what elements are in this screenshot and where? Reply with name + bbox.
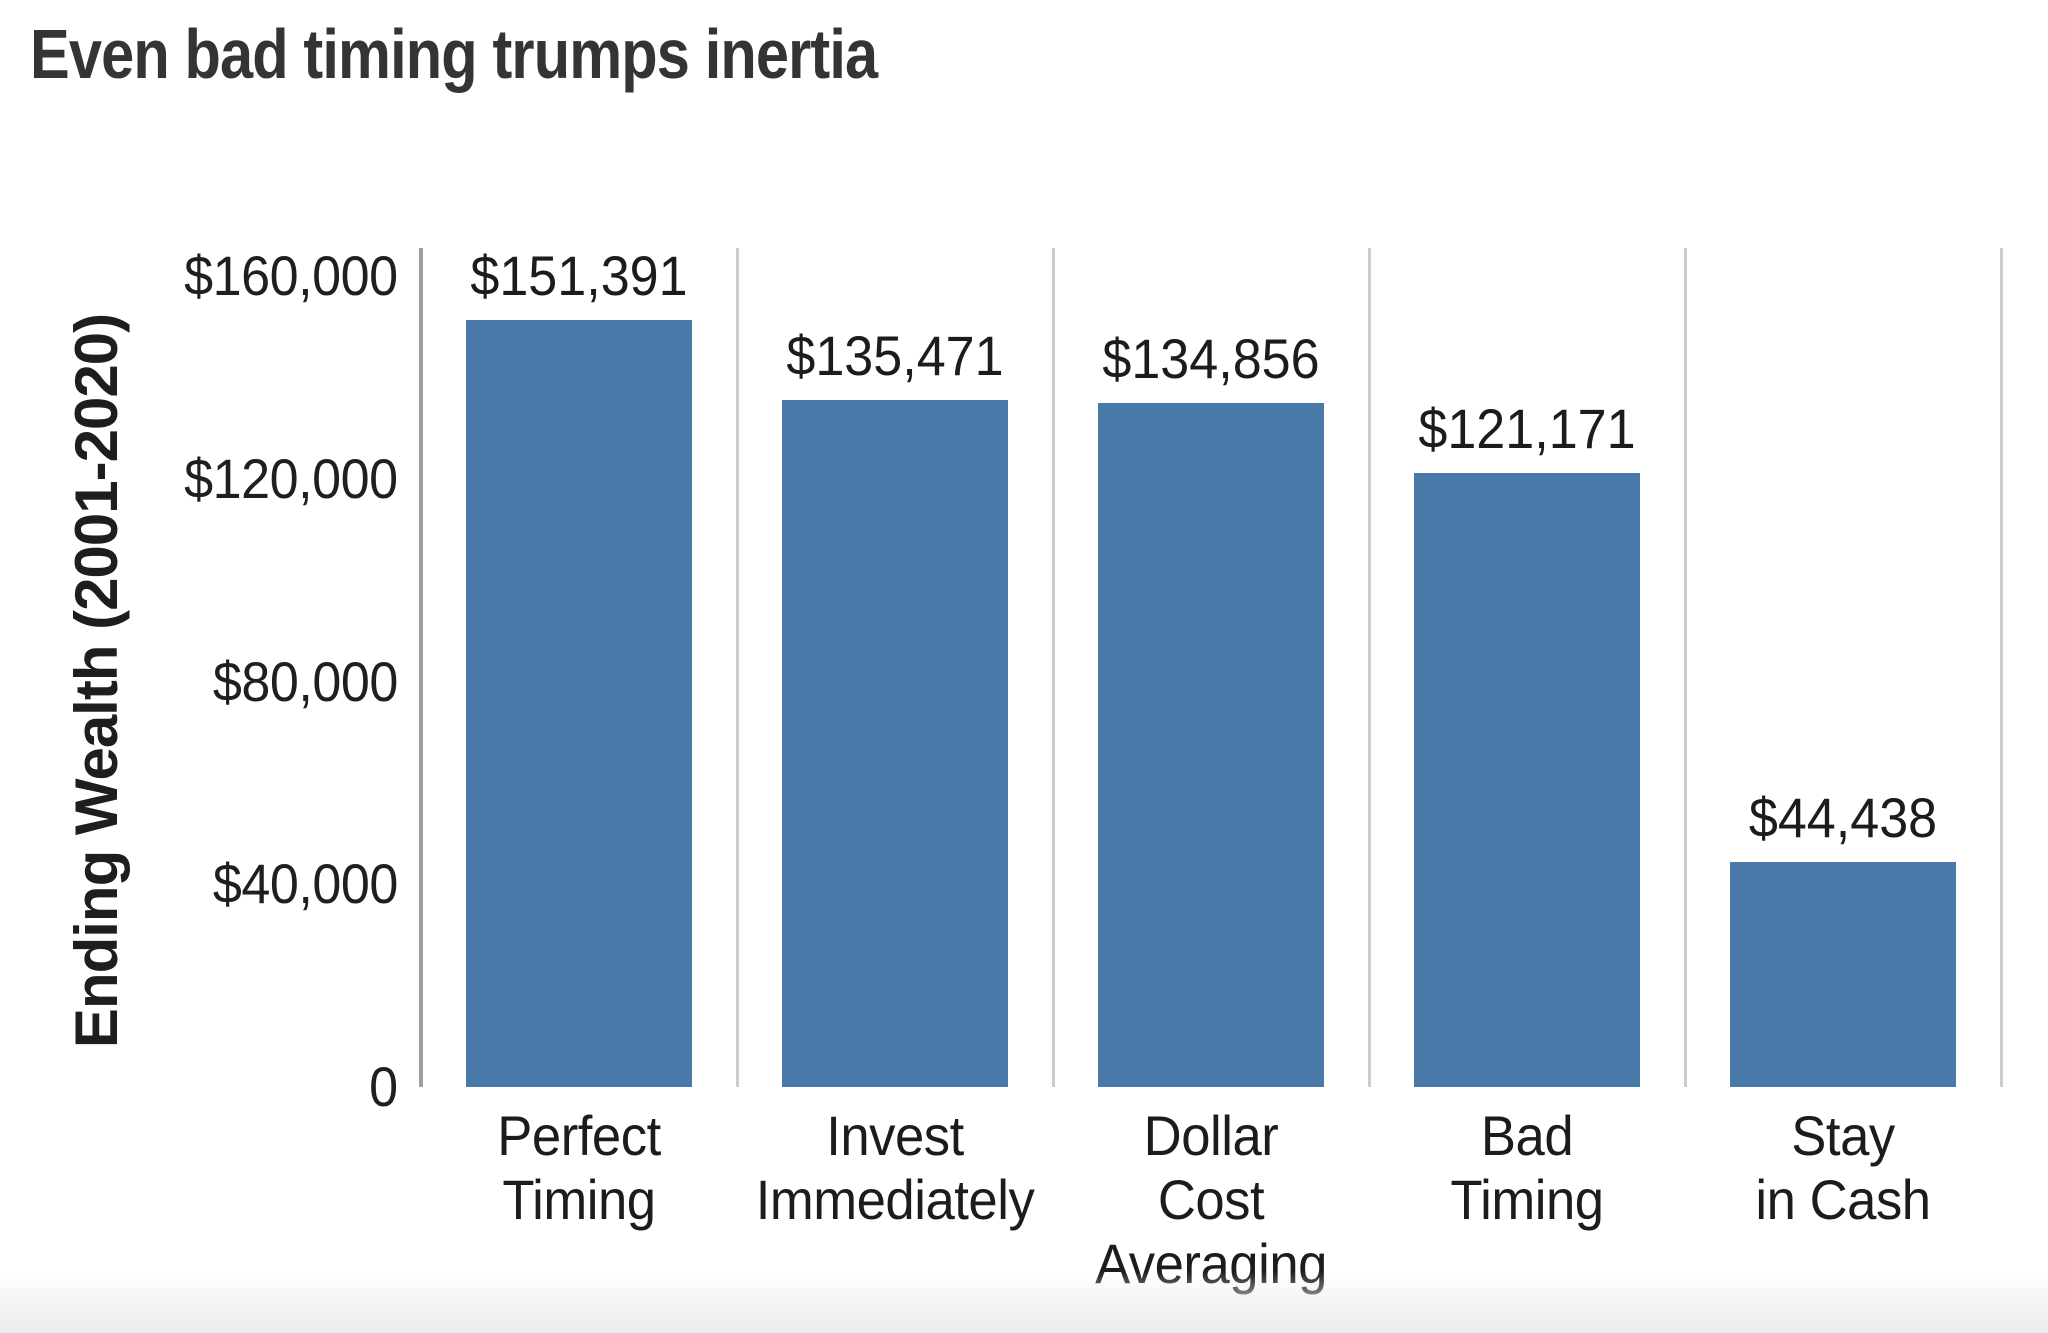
bar-invest-immediately xyxy=(782,400,1008,1087)
category-label-bad-timing: Bad Timing xyxy=(1450,1104,1604,1231)
bar-value-label-stay-in-cash: $44,438 xyxy=(1748,785,1938,849)
y-tick-label: 0 xyxy=(369,1055,398,1118)
bar-perfect-timing xyxy=(466,319,692,1087)
bar-bad-timing xyxy=(1414,472,1640,1087)
bar-dollar-cost-averaging xyxy=(1098,403,1324,1087)
bar-stay-in-cash xyxy=(1730,861,1956,1087)
y-axis-line xyxy=(419,248,423,1087)
bar-value-label-perfect-timing: $151,391 xyxy=(470,243,688,307)
category-label-dollar-cost-averaging: Dollar Cost Averaging xyxy=(1095,1104,1327,1295)
y-tick-label: $80,000 xyxy=(212,649,398,713)
category-label-invest-immediately: Invest Immediately xyxy=(755,1104,1035,1231)
category-separator-gridline xyxy=(735,248,739,1087)
bar-value-label-bad-timing: $121,171 xyxy=(1418,396,1636,460)
category-separator-gridline xyxy=(1999,248,2003,1087)
y-tick-label: $120,000 xyxy=(184,446,398,510)
y-axis-label: Ending Wealth (2001-2020) xyxy=(63,313,130,1049)
y-tick-label: $160,000 xyxy=(184,244,398,307)
category-label-stay-in-cash: Stay in Cash xyxy=(1755,1104,1931,1231)
bar-value-label-dollar-cost-averaging: $134,856 xyxy=(1102,327,1320,391)
bar-value-label-invest-immediately: $135,471 xyxy=(786,324,1004,388)
y-tick-label: $40,000 xyxy=(212,852,398,916)
category-label-perfect-timing: Perfect Timing xyxy=(497,1104,661,1231)
category-separator-gridline xyxy=(1367,248,1371,1087)
footer-fade-decoration xyxy=(0,1271,2048,1333)
chart-title: Even bad timing trumps inertia xyxy=(30,15,878,93)
category-separator-gridline xyxy=(1051,248,1055,1087)
category-separator-gridline xyxy=(1683,248,1687,1087)
